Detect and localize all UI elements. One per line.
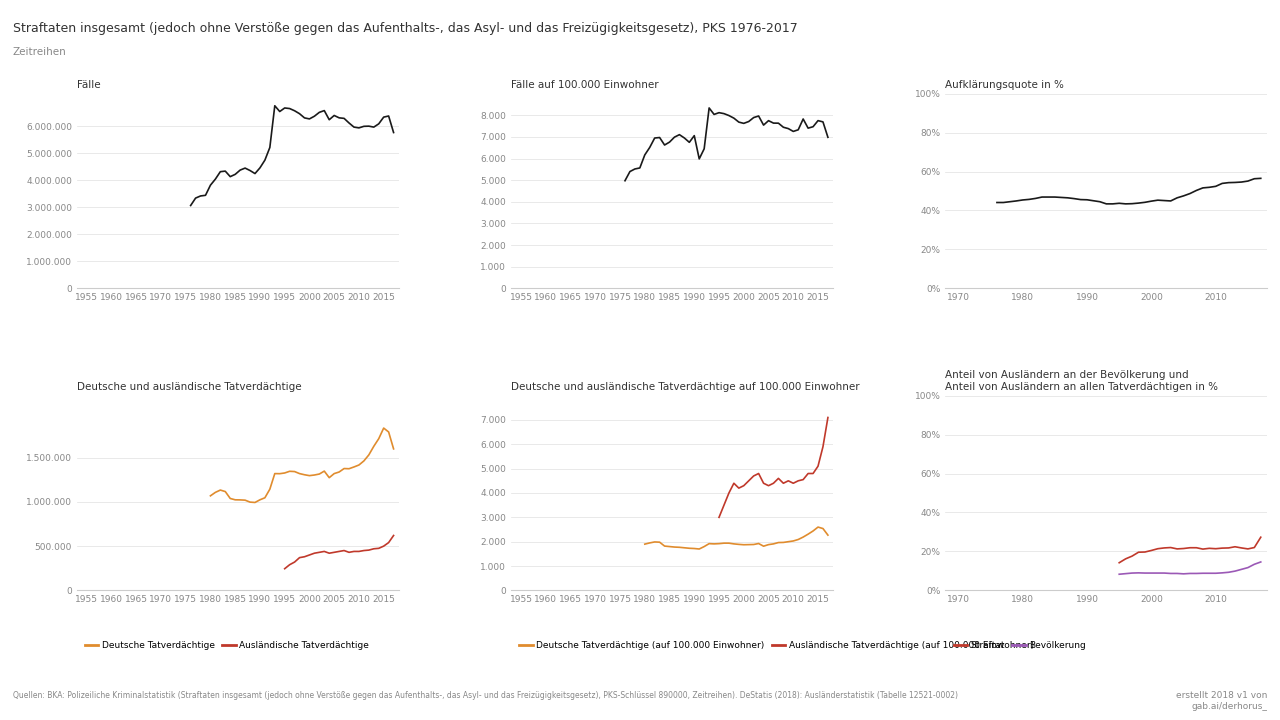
Text: Fälle auf 100.000 Einwohner: Fälle auf 100.000 Einwohner — [511, 80, 659, 90]
Text: Deutsche und ausländische Tatverdächtige auf 100.000 Einwohner: Deutsche und ausländische Tatverdächtige… — [511, 382, 860, 392]
Legend: Deutsche Tatverdächtige, Ausländische Tatverdächtige: Deutsche Tatverdächtige, Ausländische Ta… — [82, 638, 372, 654]
Legend: Deutsche Tatverdächtige (auf 100.000 Einwohner), Ausländische Tatverdächtige (au: Deutsche Tatverdächtige (auf 100.000 Ein… — [516, 638, 1038, 654]
Text: Fälle: Fälle — [77, 80, 100, 90]
Text: Zeitreihen: Zeitreihen — [13, 47, 67, 57]
Text: Anteil von Ausländern an der Bevölkerung und
Anteil von Ausländern an allen Tatv: Anteil von Ausländern an der Bevölkerung… — [946, 370, 1219, 392]
Text: Deutsche und ausländische Tatverdächtige: Deutsche und ausländische Tatverdächtige — [77, 382, 301, 392]
Text: Aufklärungsquote in %: Aufklärungsquote in % — [946, 80, 1065, 90]
Text: erstellt 2018 v1 von
gab.ai/derhorus_: erstellt 2018 v1 von gab.ai/derhorus_ — [1176, 691, 1267, 711]
Text: Quellen: BKA: Polizeiliche Kriminalstatistik (Straftaten insgesamt (jedoch ohne : Quellen: BKA: Polizeiliche Kriminalstati… — [13, 691, 957, 700]
Legend: Straftat, Bevölkerung: Straftat, Bevölkerung — [950, 638, 1091, 654]
Text: Straftaten insgesamt (jedoch ohne Verstöße gegen das Aufenthalts-, das Asyl- und: Straftaten insgesamt (jedoch ohne Verstö… — [13, 22, 797, 35]
